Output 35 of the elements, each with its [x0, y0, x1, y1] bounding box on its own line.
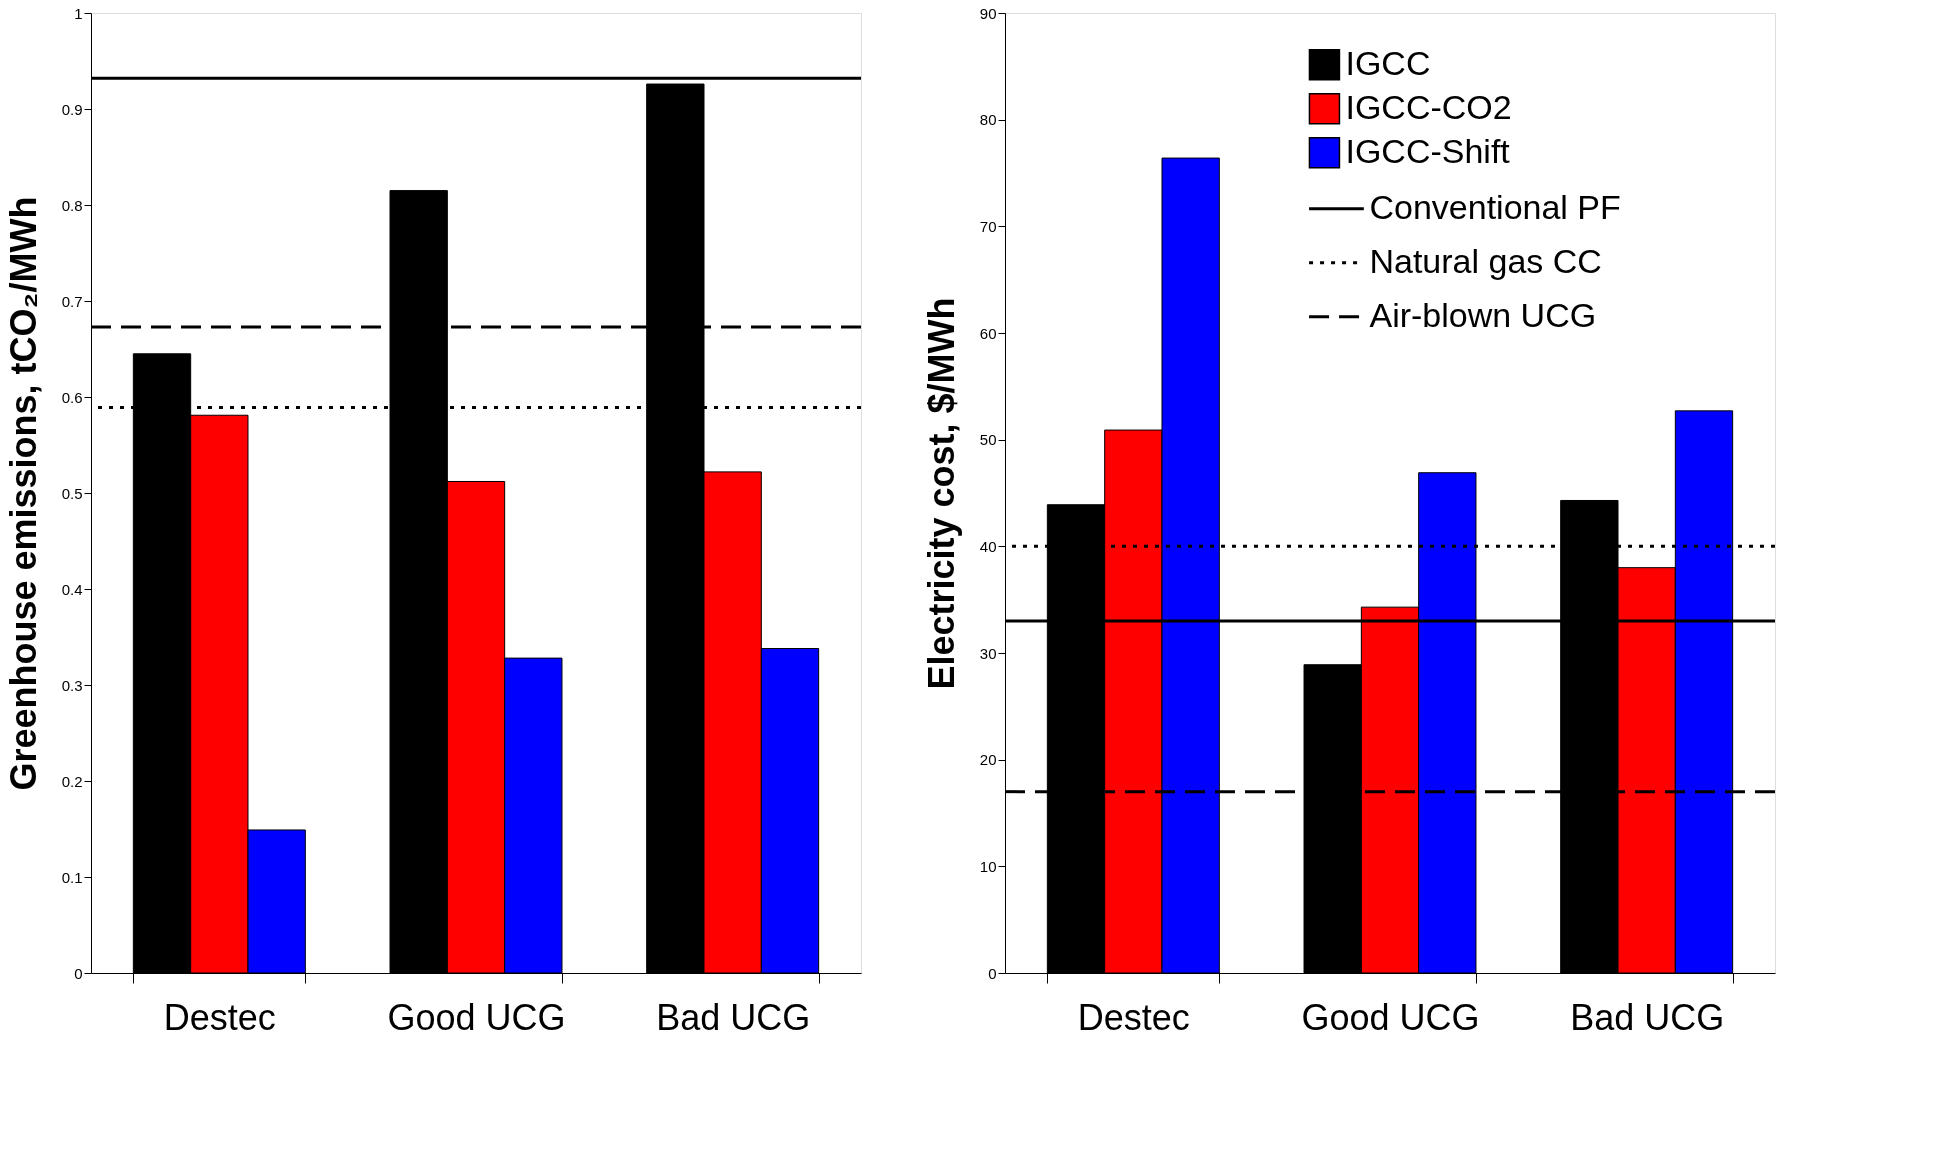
- y-tick-label: 0: [988, 964, 997, 982]
- y-tick-label: 0.6: [61, 388, 83, 406]
- x-tick-label: Good UCG: [387, 996, 566, 1038]
- y-tick-label: 70: [979, 217, 997, 235]
- legend-label: Air-blown UCG: [1369, 295, 1597, 334]
- x-tick-label: Destec: [1077, 996, 1190, 1038]
- x-tick-label: Good UCG: [1301, 996, 1480, 1038]
- y-tick-label: 50: [979, 431, 997, 449]
- legend-label: IGCC-CO2: [1345, 87, 1512, 126]
- y-tick-label: 20: [979, 751, 997, 769]
- y-tick-label: 0.4: [61, 580, 83, 598]
- x-tick-label: Bad UCG: [1570, 996, 1725, 1038]
- y-tick-label: 0: [74, 964, 83, 982]
- legend-label: IGCC: [1345, 43, 1431, 82]
- x-tick-label: Bad UCG: [656, 996, 811, 1038]
- y-tick-label: 80: [979, 111, 997, 129]
- y-tick-label: 30: [979, 644, 997, 662]
- y-tick-label: 1: [74, 4, 83, 22]
- y-tick-label: 10: [979, 857, 997, 875]
- y-tick-label: 60: [979, 324, 997, 342]
- y-tick-label: 90: [979, 4, 997, 22]
- y-tick-label: 0.5: [61, 484, 83, 502]
- legend-label: IGCC-Shift: [1345, 131, 1511, 170]
- y-axis-title: Greenhouse emissions, tCO₂/MWh: [2, 196, 44, 791]
- y-tick-label: 0.7: [61, 292, 83, 310]
- y-tick-label: 0.9: [61, 100, 83, 118]
- y-tick-label: 40: [979, 537, 997, 555]
- legend-label: Natural gas CC: [1369, 241, 1602, 280]
- legend-label: Conventional PF: [1369, 187, 1621, 226]
- y-tick-label: 0.2: [61, 772, 83, 790]
- y-axis-title: Electricity cost, $/MWh: [920, 297, 962, 690]
- y-tick-label: 0.1: [61, 868, 83, 886]
- x-tick-label: Destec: [163, 996, 276, 1038]
- y-tick-label: 0.8: [61, 196, 83, 214]
- y-tick-label: 0.3: [61, 676, 83, 694]
